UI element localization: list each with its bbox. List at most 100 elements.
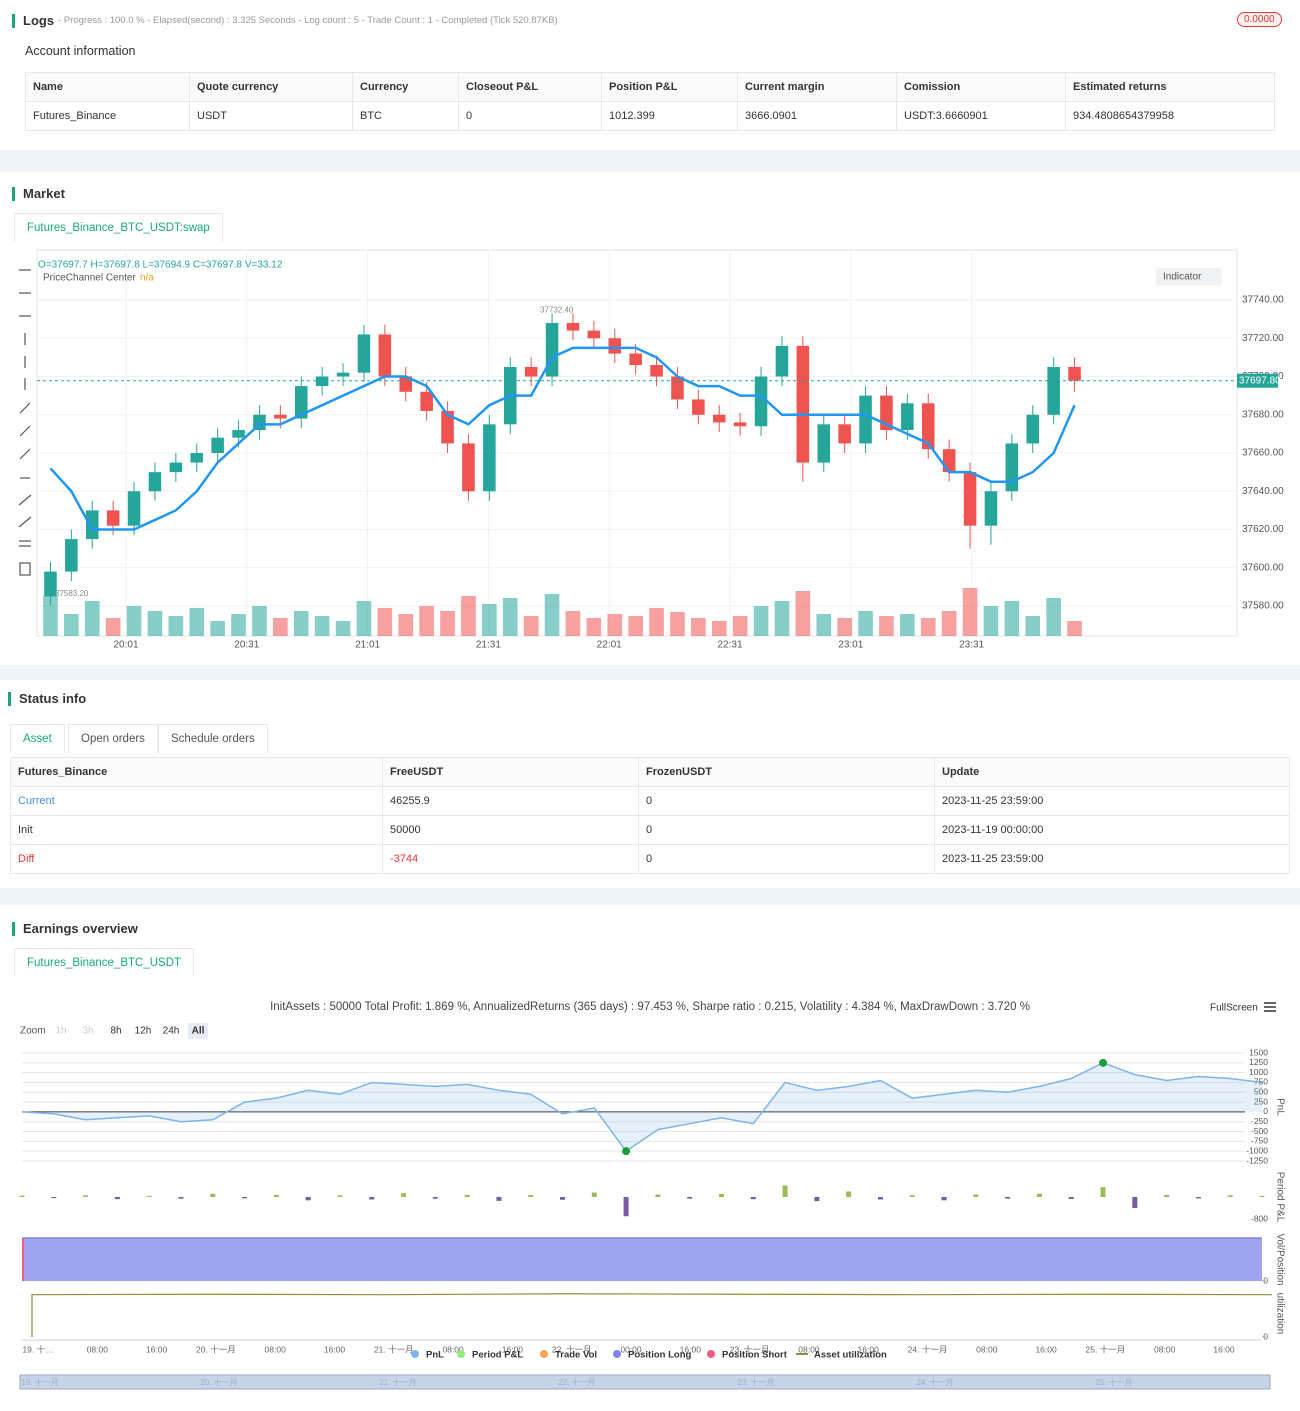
y-tick-label: 37600.00	[1242, 562, 1284, 573]
price-tag	[1237, 373, 1278, 388]
candle-body	[85, 510, 99, 540]
zoom-active	[188, 1023, 208, 1039]
zoom-button[interactable]: 12h	[135, 1026, 152, 1037]
zoom-button[interactable]: 1h	[55, 1026, 66, 1037]
tab[interactable]: Futures_Binance_BTC_USDT:swap	[14, 213, 223, 242]
candle-body	[1047, 366, 1060, 415]
bar	[114, 1197, 120, 1200]
y-tick-label: 37580.00	[1242, 601, 1284, 612]
indicator-button-label: Indicator	[1163, 272, 1202, 283]
zoom-button[interactable]: 3h	[82, 1026, 93, 1037]
x-tick-label: 08:00	[442, 1344, 464, 1354]
channel-line	[49, 346, 1076, 531]
x-tick-label: 24. 十一月	[908, 1344, 948, 1354]
earnings-panel	[0, 905, 1300, 1411]
x-tick-label: 08:00	[265, 1344, 287, 1354]
volume-bar	[753, 606, 769, 636]
volume-bar	[691, 618, 706, 636]
axis-title: PnL	[1274, 1098, 1285, 1116]
low-annotation: 37583.20	[55, 589, 89, 598]
volume-bar	[440, 611, 455, 636]
cell: 2023-11-25 23:59:00	[934, 844, 1290, 874]
legend-label[interactable]: Position Long	[628, 1350, 692, 1361]
series-line	[21, 1062, 1263, 1153]
x-tick-label: 16:00	[1035, 1344, 1057, 1354]
candle-body	[44, 571, 57, 597]
position-short-edge	[22, 1238, 24, 1281]
cell: 934.4808654379958	[1065, 101, 1275, 131]
legend-symbol	[457, 1350, 465, 1358]
section-title: Market	[12, 187, 65, 201]
volume-bar	[126, 606, 142, 636]
legend-label[interactable]: Asset utilization	[814, 1350, 887, 1361]
navigator-label: 23. 十一月	[737, 1377, 774, 1387]
bar	[750, 1197, 756, 1200]
bar	[941, 1197, 947, 1201]
legend-symbol	[707, 1350, 715, 1358]
y-tick-label: 37740.00	[1242, 295, 1284, 306]
volume-bar	[816, 614, 832, 636]
x-tick-label: 08:00	[976, 1344, 998, 1354]
tab[interactable]: Schedule orders	[158, 724, 268, 753]
cell: 0	[458, 101, 602, 131]
legend-label[interactable]: Trade Vol	[555, 1350, 597, 1361]
zoom-button[interactable]: 8h	[110, 1026, 121, 1037]
legend-label[interactable]: PnL	[426, 1350, 444, 1361]
volume-bar	[64, 614, 79, 636]
y-tick-label: -800	[1251, 1213, 1268, 1223]
volume-bar	[1004, 601, 1020, 636]
candle-body	[1026, 414, 1040, 444]
section-title: Earnings overview	[12, 922, 138, 936]
bar	[496, 1197, 502, 1201]
legend-label[interactable]: Position Short	[722, 1350, 788, 1361]
status-table: Futures_Binance FreeUSDT FrozenUSDT Update C…	[10, 757, 1290, 874]
candle-body	[148, 472, 162, 492]
x-tick-label: 16:00	[680, 1344, 702, 1354]
volume-bar	[252, 606, 267, 636]
indicator-button[interactable]	[1156, 268, 1222, 286]
indicator-name: PriceChannel Center	[43, 273, 136, 284]
x-tick-label: 25. 十一月	[1086, 1344, 1126, 1354]
candle-body	[483, 424, 496, 492]
volume-bar	[1025, 616, 1041, 636]
legend-label[interactable]: Period P&L	[472, 1350, 523, 1361]
cell: -3744	[382, 844, 639, 874]
candle-body	[692, 399, 705, 415]
y-tick-label: 37620.00	[1242, 524, 1284, 535]
candle-body	[712, 414, 726, 423]
bar	[1068, 1197, 1074, 1199]
volume-bar	[962, 588, 978, 636]
y-tick-label: -750	[1251, 1136, 1268, 1146]
x-tick-label: 00:00	[620, 1344, 642, 1354]
volume-bar	[419, 606, 434, 636]
x-tick-label: 20:01	[113, 640, 138, 651]
volume-bar	[231, 614, 246, 636]
axis-title: Period P&L	[1274, 1172, 1285, 1223]
tab[interactable]: Open orders	[68, 724, 158, 753]
zoom-button[interactable]: All	[192, 1026, 205, 1037]
high-annotation: 37732.40	[540, 306, 574, 315]
volume-bar	[732, 616, 748, 636]
axis-title: utilization	[1274, 1293, 1285, 1335]
x-tick-label: 21:31	[476, 640, 501, 651]
zoom-label: Zoom	[20, 1026, 46, 1037]
volume-bar	[544, 594, 560, 636]
bar	[1132, 1197, 1138, 1208]
cell: 0	[638, 815, 935, 845]
candle-body	[901, 403, 914, 431]
series-line	[31, 1293, 1273, 1337]
menu-icon	[1264, 1002, 1276, 1012]
candle-body	[921, 403, 935, 450]
candle-body	[587, 330, 601, 339]
volume-bar	[189, 608, 205, 636]
bar	[1259, 1195, 1265, 1197]
candle-body	[420, 391, 433, 411]
zoom-button[interactable]: 24h	[163, 1026, 180, 1037]
tab[interactable]: Futures_Binance_BTC_USDT	[14, 948, 195, 977]
x-tick-label: 22:31	[717, 640, 742, 651]
tab[interactable]: Asset	[10, 724, 65, 753]
candle-body	[880, 395, 893, 431]
bar	[528, 1195, 534, 1197]
